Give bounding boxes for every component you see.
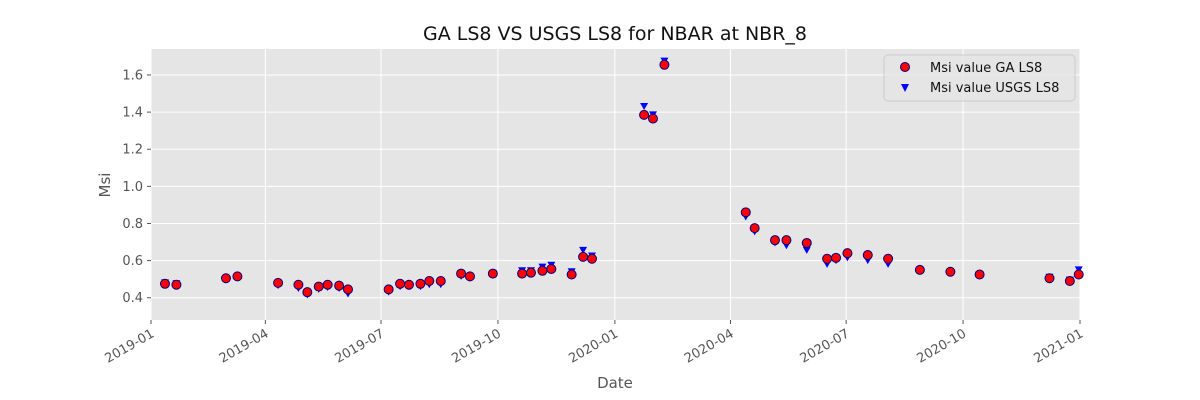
data-point-ga-ls8 <box>273 277 284 288</box>
y-tick-label: 0.8 <box>122 217 143 232</box>
data-point-ga-ls8 <box>862 250 873 261</box>
data-point-ga-ls8 <box>578 251 589 262</box>
data-point-ga-ls8 <box>487 268 498 279</box>
data-point-ga-ls8 <box>639 109 650 120</box>
data-point-ga-ls8 <box>801 237 812 248</box>
data-point-ga-ls8 <box>383 284 394 295</box>
legend-marker-ga-ls8 <box>900 62 910 72</box>
data-point-ga-ls8 <box>749 223 760 234</box>
data-point-usgs-ls8 <box>640 103 649 111</box>
x-tick-label: 2020-07 <box>798 326 853 366</box>
data-point-ga-ls8 <box>945 266 956 277</box>
data-point-ga-ls8 <box>424 276 435 287</box>
y-axis-ticks: 0.4 0.6 0.8 1.0 1.2 1.4 1.6 <box>122 68 151 306</box>
data-point-ga-ls8 <box>159 278 170 289</box>
y-tick-label: 1.4 <box>122 106 143 121</box>
data-point-ga-ls8 <box>313 281 324 292</box>
data-point-ga-ls8 <box>342 284 353 295</box>
data-point-ga-ls8 <box>781 235 792 246</box>
data-point-usgs-ls8 <box>802 246 811 254</box>
y-tick-label: 1.6 <box>122 68 143 83</box>
data-point-ga-ls8 <box>769 235 780 246</box>
data-point-ga-ls8 <box>883 253 894 264</box>
x-tick-label: 2020-04 <box>682 326 737 366</box>
x-tick-label: 2019-10 <box>449 326 504 366</box>
data-point-ga-ls8 <box>322 279 333 290</box>
data-point-usgs-ls8 <box>579 246 588 254</box>
y-axis-label: Msi <box>96 173 114 198</box>
y-tick-label: 1.0 <box>122 180 143 195</box>
data-point-ga-ls8 <box>537 265 548 276</box>
data-point-ga-ls8 <box>293 279 304 290</box>
data-point-ga-ls8 <box>220 273 231 284</box>
y-tick-label: 1.2 <box>122 143 143 158</box>
data-point-ga-ls8 <box>464 271 475 282</box>
data-point-ga-ls8 <box>586 253 597 264</box>
data-point-ga-ls8 <box>830 252 841 263</box>
data-point-ga-ls8 <box>842 248 853 259</box>
data-point-ga-ls8 <box>740 207 751 218</box>
x-tick-label: 2021-01 <box>1031 326 1086 366</box>
data-point-ga-ls8 <box>517 268 528 279</box>
legend: Msi value GA LS8 Msi value USGS LS8 <box>883 54 1076 102</box>
data-point-ga-ls8 <box>435 276 446 287</box>
x-tick-label: 2019-07 <box>332 326 387 366</box>
y-tick-label: 0.6 <box>122 254 143 269</box>
data-point-ga-ls8 <box>1044 273 1055 284</box>
data-point-ga-ls8 <box>171 279 182 290</box>
data-point-ga-ls8 <box>546 263 557 274</box>
x-tick-label: 2020-10 <box>915 326 970 366</box>
data-point-ga-ls8 <box>647 113 658 124</box>
data-point-ga-ls8 <box>1073 269 1084 280</box>
legend-label-usgs-ls8: Msi value USGS LS8 <box>930 81 1059 96</box>
y-tick-label: 0.4 <box>122 291 143 306</box>
data-point-ga-ls8 <box>456 268 467 279</box>
data-point-ga-ls8 <box>1064 276 1075 287</box>
legend-label-ga-ls8: Msi value GA LS8 <box>930 61 1042 76</box>
x-tick-label: 2019-01 <box>102 326 157 366</box>
x-tick-label: 2020-01 <box>566 326 621 366</box>
grid-lines <box>150 49 1081 320</box>
legend-box <box>883 54 1076 102</box>
data-point-ga-ls8 <box>232 271 243 282</box>
data-point-ga-ls8 <box>525 267 536 278</box>
chart-title: GA LS8 VS USGS LS8 for NBAR at NBR_8 <box>423 23 807 45</box>
data-point-ga-ls8 <box>334 280 345 291</box>
data-point-ga-ls8 <box>914 264 925 275</box>
x-tick-label: 2019-04 <box>217 326 272 366</box>
data-point-ga-ls8 <box>395 278 406 289</box>
data-point-ga-ls8 <box>403 279 414 290</box>
x-axis-ticks: 2019-01 2019-04 2019-07 2019-10 2020-01 2020-… <box>102 320 1086 367</box>
data-point-ga-ls8 <box>659 59 670 70</box>
data-point-ga-ls8 <box>822 253 833 264</box>
data-point-ga-ls8 <box>302 287 313 298</box>
data-point-ga-ls8 <box>566 269 577 280</box>
data-point-ga-ls8 <box>415 278 426 289</box>
legend-marker-usgs-ls8 <box>901 84 909 92</box>
data-point-ga-ls8 <box>974 269 985 280</box>
series-ga-ls8 <box>159 59 1084 298</box>
x-axis-label: Date <box>597 374 633 392</box>
